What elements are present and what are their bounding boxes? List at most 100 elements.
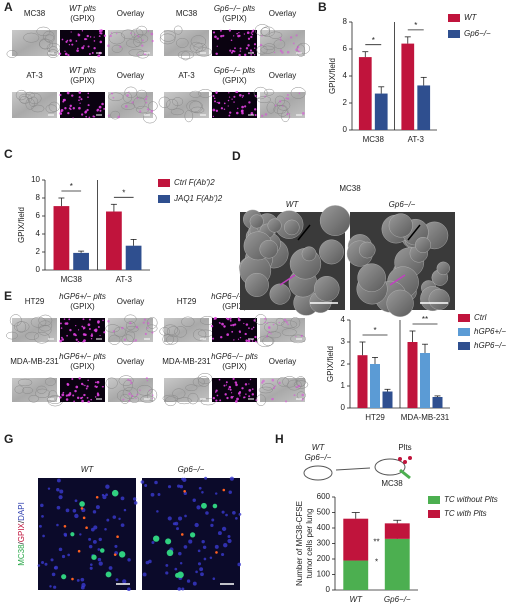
- nucleus: [221, 526, 227, 532]
- nucleus: [194, 522, 199, 528]
- platelet: [93, 116, 96, 118]
- platelet: [82, 340, 84, 343]
- y-tick-label: 600: [317, 492, 331, 501]
- bar: [53, 206, 70, 270]
- nucleus: [106, 518, 110, 522]
- platelet: [63, 318, 66, 320]
- platelet: [286, 97, 290, 100]
- cell: [36, 385, 47, 394]
- platelet: [111, 92, 114, 95]
- cell: [36, 26, 51, 37]
- label-part: GPIX: [17, 522, 26, 542]
- cell: [143, 112, 157, 124]
- platelet: [264, 113, 268, 116]
- platelet: [233, 101, 235, 103]
- platelet: [59, 52, 62, 55]
- nucleus: [148, 559, 152, 564]
- cell: [125, 330, 136, 342]
- sem-cell: [436, 261, 450, 275]
- platelet: [242, 94, 245, 97]
- nucleus: [178, 516, 183, 521]
- bar: [125, 245, 142, 270]
- nucleus: [133, 501, 138, 505]
- tile-label: (GPIX): [222, 14, 247, 23]
- platelet: [103, 331, 106, 334]
- platelet: [220, 335, 223, 339]
- cell: [125, 321, 136, 331]
- cell: [261, 383, 275, 391]
- tumor-cell: [79, 501, 85, 507]
- cell: [136, 50, 149, 59]
- nucleus: [211, 518, 215, 522]
- sem-cell: [267, 218, 282, 233]
- platelet: [230, 324, 233, 327]
- diagram-label: WT: [312, 443, 326, 452]
- platelet: [136, 97, 139, 100]
- bar-segment: [343, 518, 369, 561]
- sem-cell: [358, 241, 376, 259]
- tile-label: MDA-MB-231: [10, 357, 59, 366]
- cell: [28, 394, 39, 403]
- platelet: [84, 384, 86, 387]
- legend-label: Ctrl: [474, 313, 487, 322]
- platelet: [238, 330, 241, 333]
- nucleus: [127, 587, 131, 592]
- nucleus: [42, 534, 45, 538]
- nucleus: [165, 571, 169, 575]
- nucleus: [201, 491, 204, 494]
- cell: [121, 334, 134, 346]
- platelet: [109, 34, 112, 38]
- nucleus: [92, 510, 97, 514]
- cell: [48, 101, 60, 112]
- y-tick-label: 0: [343, 125, 348, 134]
- platelet: [301, 111, 305, 115]
- platelet: [243, 396, 246, 399]
- nucleus: [97, 548, 101, 551]
- platelet: [87, 92, 90, 95]
- legend-swatch: [458, 328, 470, 336]
- platelet: [122, 398, 125, 401]
- platelet: [183, 489, 186, 493]
- nucleus: [98, 561, 103, 566]
- cell: [135, 105, 150, 114]
- nucleus: [49, 585, 52, 588]
- platelet: [248, 101, 251, 104]
- platelet: [243, 322, 245, 325]
- platelet: [212, 108, 216, 112]
- platelet: [272, 387, 276, 390]
- platelet: [292, 42, 295, 45]
- cell: [125, 325, 139, 333]
- y-tick-label: 4: [341, 315, 346, 324]
- platelet: [261, 35, 263, 37]
- y-tick-label: 10: [31, 175, 40, 184]
- platelet: [261, 381, 264, 384]
- cell: [120, 393, 130, 404]
- platelet: [236, 32, 239, 35]
- label-part: /: [17, 520, 26, 523]
- nucleus: [209, 556, 213, 560]
- nucleus: [140, 480, 145, 484]
- platelet: [253, 43, 257, 46]
- cell: [195, 47, 213, 57]
- platelet: [281, 51, 284, 54]
- cell: [290, 334, 306, 344]
- nucleus: [192, 498, 196, 502]
- platelet: [100, 32, 103, 35]
- nucleus: [179, 562, 183, 565]
- platelet: [81, 113, 84, 116]
- y-tick-label: 2: [341, 359, 346, 368]
- platelet: [226, 396, 229, 400]
- platelet: [65, 40, 68, 43]
- platelet: [69, 391, 72, 395]
- platelet: [230, 51, 233, 54]
- platelet: [82, 516, 86, 520]
- platelet: [150, 109, 154, 113]
- tile-label: Overlay: [117, 71, 145, 80]
- platelet: [145, 377, 148, 380]
- platelet: [271, 397, 274, 401]
- platelet: [121, 326, 124, 330]
- platelet: [250, 32, 253, 34]
- platelet: [82, 384, 84, 386]
- platelet: [98, 105, 102, 109]
- y-tick-label: 4: [36, 229, 41, 238]
